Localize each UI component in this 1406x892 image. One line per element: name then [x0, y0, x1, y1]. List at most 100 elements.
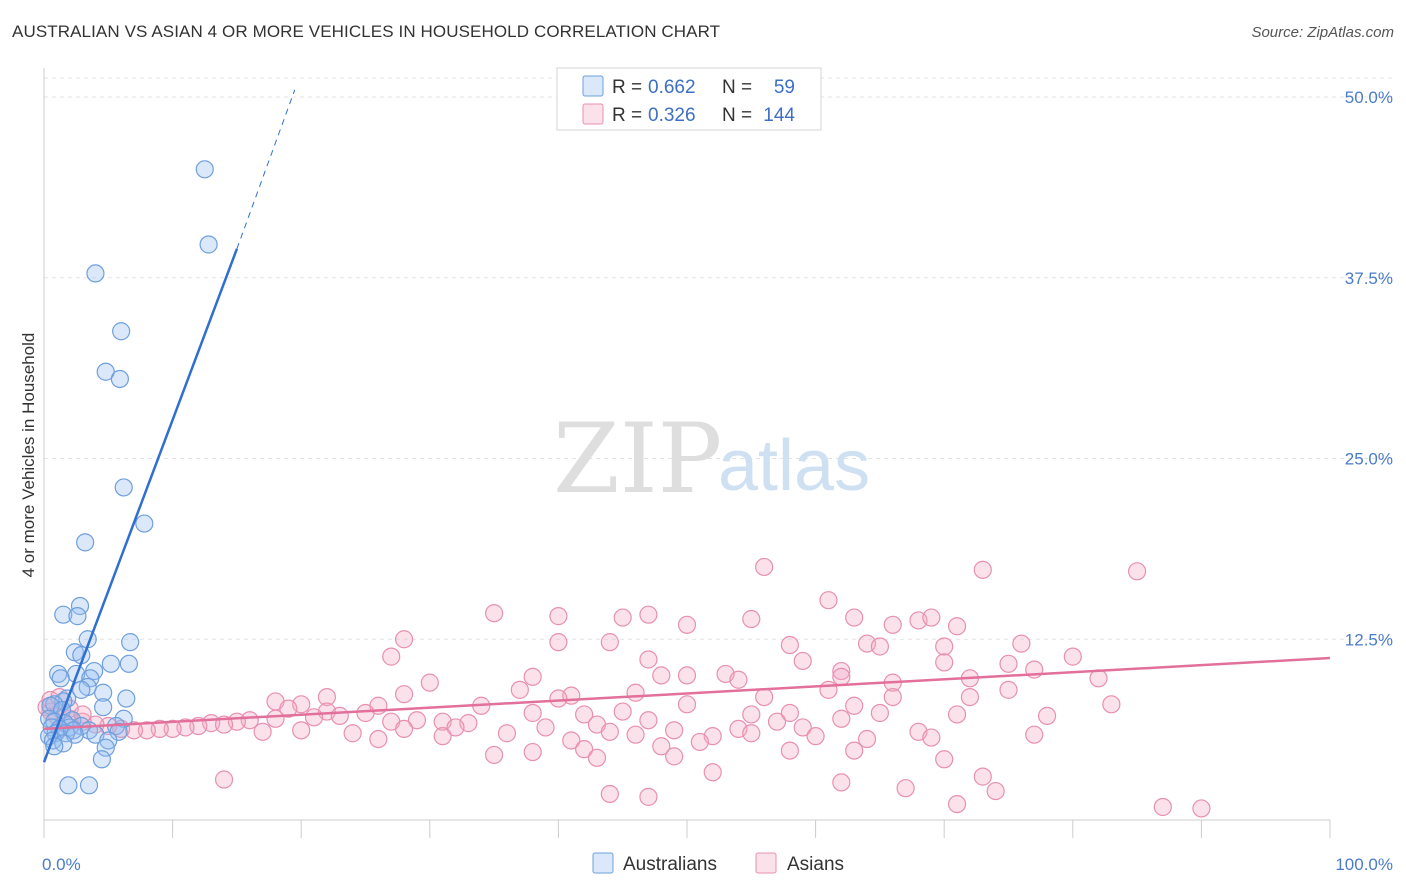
asians-point-145 — [896, 779, 915, 798]
australians-point-5 — [110, 369, 129, 389]
australians-point-16 — [101, 654, 120, 673]
asians-point-138 — [947, 794, 967, 814]
australians-point-26 — [117, 689, 136, 708]
asians-point-50 — [845, 696, 864, 715]
asians-point-7 — [845, 608, 864, 627]
bottom-legend-australians: Australians — [623, 854, 717, 875]
australians-point-3 — [112, 322, 131, 341]
asians-point-0 — [755, 557, 774, 577]
asians-point-23 — [382, 647, 401, 666]
asians-point-104 — [292, 721, 311, 740]
australians-point-58 — [79, 776, 99, 795]
y-axis-label: 4 or more Vehicles in Household — [19, 333, 38, 578]
asians-point-26 — [1063, 647, 1082, 666]
legend-r-value-2: 0.326 — [648, 105, 696, 126]
asians-point-15 — [394, 630, 414, 649]
series-asians-points — [37, 557, 1211, 818]
asians-point-106 — [394, 719, 414, 739]
asians-point-69 — [742, 705, 761, 724]
asians-point-139 — [1153, 797, 1172, 817]
asians-point-78 — [330, 706, 349, 725]
asians-point-46 — [819, 680, 838, 699]
asians-point-66 — [947, 705, 967, 724]
asians-point-6 — [613, 608, 632, 627]
source-label: Source: ZipAtlas.com — [1251, 24, 1394, 41]
asians-point-107 — [446, 718, 465, 737]
australians-point-55 — [96, 738, 115, 757]
asians-point-33 — [677, 666, 697, 685]
top-legend: R = 0.662 N = 59 R = 0.326 N = 144 — [556, 67, 822, 131]
australians-point-57 — [59, 776, 78, 795]
asians-point-125 — [1025, 725, 1044, 744]
asians-point-11 — [883, 615, 902, 634]
asians-point-21 — [600, 633, 619, 652]
asians-point-45 — [755, 687, 774, 707]
asians-point-136 — [973, 767, 992, 786]
asians-point-127 — [575, 740, 594, 759]
asians-point-16 — [780, 635, 799, 655]
x-tick-label-0: 0.0% — [42, 855, 81, 874]
asians-point-124 — [922, 728, 941, 747]
asians-point-44 — [626, 683, 645, 702]
asians-point-67 — [1037, 706, 1057, 725]
watermark-atlas: atlas — [718, 426, 870, 506]
asians-point-42 — [510, 680, 529, 699]
asians-point-116 — [369, 729, 388, 749]
legend-n-label-2: N = — [722, 105, 752, 126]
asians-point-142 — [600, 784, 619, 804]
bottom-legend: Australians Asians — [592, 852, 844, 875]
legend-r-label-1: R = — [612, 77, 642, 98]
trend-lines — [42, 89, 1331, 763]
x-tick-labels: 0.0% 100.0% — [42, 855, 1393, 874]
asians-point-110 — [600, 722, 619, 741]
asians-point-126 — [652, 737, 671, 756]
asians-point-65 — [870, 703, 890, 723]
asians-point-80 — [266, 709, 285, 728]
asians-point-34 — [832, 667, 851, 686]
asians-point-47 — [883, 687, 902, 707]
australians-point-1 — [199, 235, 218, 254]
australians-point-52 — [99, 731, 118, 750]
asians-point-109 — [536, 718, 555, 737]
legend-n-value-1: 59 — [774, 77, 795, 98]
asians-point-61 — [523, 703, 542, 723]
bottom-legend-swatch-asians — [755, 852, 777, 874]
x-tick-label-1: 100.0% — [1335, 855, 1393, 874]
australians-point-4 — [96, 362, 115, 381]
asians-point-27 — [639, 650, 658, 669]
asians-point-118 — [562, 731, 581, 750]
asians-point-54 — [317, 687, 337, 707]
chart-title: AUSTRALIAN VS ASIAN 4 OR MORE VEHICLES I… — [12, 22, 721, 41]
asians-point-103 — [253, 722, 272, 741]
australians-point-6 — [114, 478, 133, 497]
legend-swatch-asians — [582, 103, 604, 125]
australians-point-8 — [76, 533, 95, 552]
asians-point-117 — [433, 727, 452, 746]
asians-point-62 — [613, 702, 632, 721]
asians-point-63 — [575, 705, 594, 724]
asians-point-10 — [922, 608, 941, 627]
asians-point-134 — [845, 741, 864, 760]
asians-point-129 — [485, 745, 504, 765]
asians-point-59 — [279, 699, 298, 718]
australians-point-21 — [51, 669, 70, 688]
asians-point-105 — [343, 724, 362, 743]
australians-point-24 — [72, 680, 91, 699]
asians-trend-line — [43, 656, 1331, 731]
asians-point-135 — [935, 750, 954, 769]
y-tick-label-2: 37.5% — [1345, 269, 1393, 288]
asians-point-1 — [973, 560, 992, 579]
asians-point-18 — [870, 637, 890, 656]
asians-point-88 — [137, 721, 156, 740]
asians-point-137 — [986, 781, 1005, 801]
grid-lines — [44, 77, 1392, 640]
asians-point-19 — [1012, 634, 1031, 653]
legend-r-value-1: 0.662 — [648, 77, 696, 98]
asians-point-130 — [587, 748, 607, 767]
asians-point-123 — [857, 729, 877, 749]
asians-point-49 — [677, 695, 697, 714]
asians-point-20 — [549, 633, 568, 652]
asians-point-128 — [523, 742, 542, 762]
asians-point-119 — [626, 725, 645, 744]
asians-point-3 — [819, 591, 838, 610]
